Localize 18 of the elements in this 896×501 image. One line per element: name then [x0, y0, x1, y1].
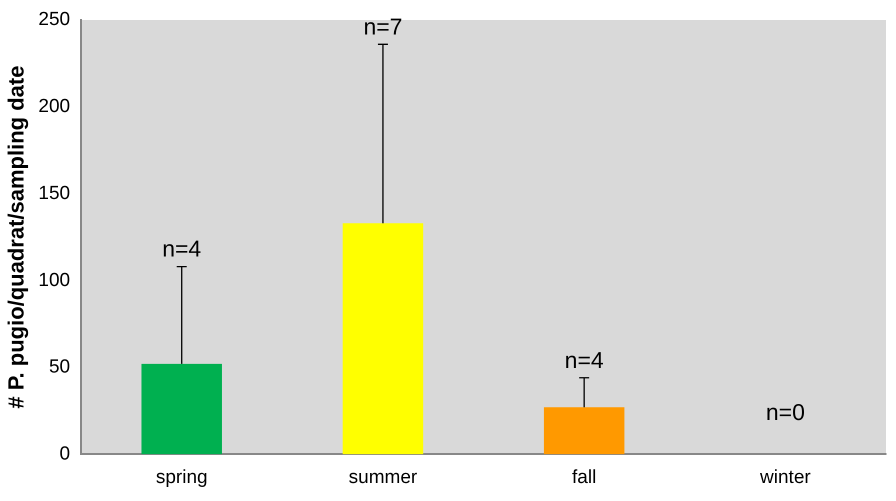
- y-tick-label: 200: [38, 96, 70, 118]
- annotation: n=7: [363, 13, 402, 40]
- y-tick-label: 50: [48, 356, 70, 378]
- x-tick-label: fall: [572, 466, 596, 488]
- x-tick-label: spring: [156, 466, 208, 488]
- annotation: n=4: [564, 346, 604, 373]
- x-tick-label: summer: [348, 466, 418, 488]
- bar: [141, 364, 222, 454]
- y-tick-label: 150: [38, 182, 70, 204]
- y-tick-label: 100: [38, 270, 70, 291]
- bar: [544, 407, 624, 454]
- x-tick-label: winter: [759, 466, 812, 488]
- y-tick-label: 0: [60, 443, 70, 464]
- y-axis-title: # P. pugio/quadrat/sampling date: [3, 66, 28, 409]
- annotation: n=0: [766, 399, 805, 426]
- y-tick-label: 250: [38, 9, 70, 30]
- bar: [342, 223, 424, 454]
- annotation: n=4: [162, 236, 202, 262]
